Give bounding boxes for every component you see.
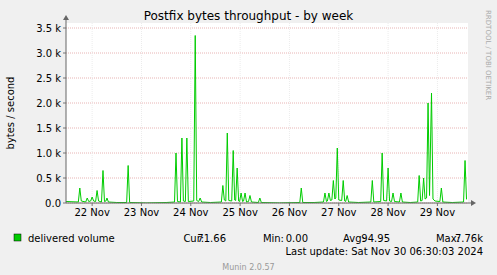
legend-label: delivered volume — [28, 233, 115, 244]
grid-line — [66, 78, 468, 79]
y-tick-label: 3.5 k — [36, 23, 61, 34]
data-line — [66, 36, 467, 204]
x-tick-label: 25 Nov — [222, 207, 258, 218]
grid-line — [92, 23, 93, 203]
y-tick-label: 2.5 k — [36, 73, 61, 84]
grid-line — [66, 28, 468, 29]
grid-line — [289, 23, 290, 203]
axis-arrow — [471, 200, 476, 206]
x-tick-label: 22 Nov — [74, 207, 110, 218]
y-tick-label: 0.5 k — [36, 173, 61, 184]
grid-line — [66, 53, 468, 54]
background — [0, 0, 497, 275]
y-tick-label: 1.0 k — [36, 148, 61, 159]
y-tick-label: 1.5 k — [36, 123, 61, 134]
last-update: Last update: Sat Nov 30 06:30:03 2024 — [285, 246, 483, 257]
y-tick-label: 3.0 k — [36, 48, 61, 59]
stat-header: Min: — [263, 233, 284, 244]
footer: Munin 2.0.57 — [222, 263, 274, 272]
grid-line — [66, 128, 468, 129]
stat-value: 94.95 — [361, 233, 390, 244]
y-axis — [66, 18, 67, 203]
grid-line — [437, 23, 438, 203]
grid-line — [66, 153, 468, 154]
title: Postfix bytes throughput - by week — [144, 9, 354, 23]
chart: Postfix bytes throughput - by week bytes … — [0, 0, 497, 275]
x-tick-label: 26 Nov — [272, 207, 308, 218]
x-tick-label: 29 Nov — [420, 207, 456, 218]
stat-value: 7.76k — [455, 233, 483, 244]
axis-arrow — [63, 15, 69, 20]
x-tick-label: 24 Nov — [173, 207, 209, 218]
x-tick-label: 23 Nov — [124, 207, 160, 218]
y-tick-label: 0.0 — [45, 198, 61, 209]
grid-line — [190, 23, 191, 203]
watermark: RRDTOOL / TOBI OETIKER — [484, 10, 492, 100]
stat-value: 71.66 — [197, 233, 226, 244]
y-tick-label: 2.0 k — [36, 98, 61, 109]
y-axis-label: bytes / second — [5, 77, 16, 150]
grid-line — [66, 178, 468, 179]
grid-line — [66, 103, 468, 104]
plot-marks — [66, 36, 467, 204]
x-axis — [66, 203, 473, 204]
plot-area — [66, 23, 468, 203]
x-tick-label: 27 Nov — [321, 207, 357, 218]
grid-line — [141, 23, 142, 203]
stat-value: 0.00 — [286, 233, 308, 244]
x-tick-label: 28 Nov — [370, 207, 406, 218]
legend-swatch — [14, 234, 21, 241]
grid-line — [240, 23, 241, 203]
